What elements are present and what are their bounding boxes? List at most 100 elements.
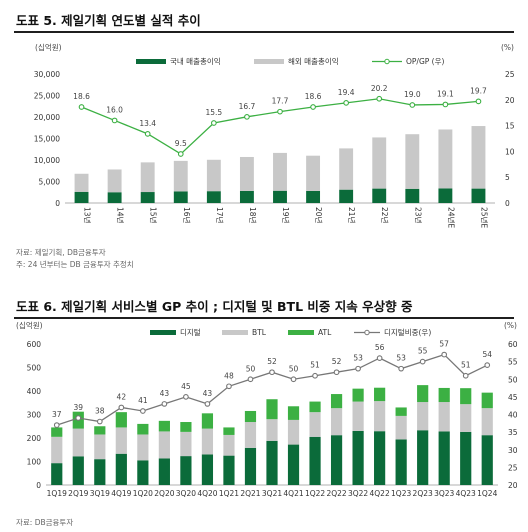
chart1-line-point (144, 131, 151, 137)
chart2-line-point (269, 369, 275, 376)
chart2-bar-1 (460, 431, 472, 485)
chart2-bar-1 (438, 431, 450, 485)
chart2-xtick-label: 1Q24 (477, 489, 497, 498)
chart1-bar-2 (206, 159, 221, 192)
chart1-legend-swatch-dot (384, 58, 390, 65)
chart1-bar-2 (405, 134, 420, 189)
chart1-legend-swatch-1 (136, 59, 166, 64)
chart1-legend-label-1: 국내 매출총이익 (170, 56, 221, 66)
chart2-ytick-label: 300 (27, 411, 42, 420)
chart2-bar-3 (287, 406, 300, 420)
chart2-xtick-label: 3Q23 (434, 489, 454, 498)
chart1-bar-2 (107, 169, 122, 193)
chart2-xtick-label: 4Q19 (111, 489, 131, 498)
chart2-line-point (247, 376, 254, 383)
chart2-bar-3 (244, 410, 257, 423)
chart1-line-label: 19.4 (338, 88, 355, 97)
chart1-line-point (111, 117, 118, 124)
chart2-line-point (462, 372, 469, 379)
chart2-xtick-label: 3Q22 (348, 489, 368, 498)
chart2-legend-label-1: 디지털 (180, 328, 201, 337)
chart2-line-label: 37 (52, 410, 62, 419)
chart2-line-label: 42 (117, 392, 127, 401)
chart2-line-point (419, 358, 426, 365)
chart2-line-point (75, 415, 82, 421)
chart1-y2tick-label: 25 (505, 70, 515, 79)
chart2-xtick-label: 2Q22 (326, 489, 346, 498)
chart1-bar-1 (438, 188, 453, 203)
chart1-xtick-label: 17년 (215, 207, 225, 224)
chart1-line-point (210, 120, 217, 126)
chart2-bar-3 (481, 392, 493, 409)
chart2-y2tick-label: 55 (508, 358, 518, 367)
chart2-bar-3 (309, 401, 321, 413)
chart2-bar-2 (287, 419, 300, 445)
chart2-bar-3 (395, 407, 407, 416)
chart2-line-label: 38 (95, 407, 105, 416)
chart2-bar-2 (201, 428, 214, 455)
chart1-bar-1 (239, 190, 254, 203)
chart2-xtick-label: 4Q21 (283, 489, 303, 498)
chart1-legend-swatch-2 (254, 59, 284, 64)
chart2-bar-2 (438, 402, 450, 432)
chart2-bar-3 (137, 423, 149, 435)
chart2-bar-1 (309, 436, 321, 485)
chart2-line-point (53, 422, 60, 428)
chart2-legend-swatch-1 (150, 330, 176, 335)
chart1-line-point (343, 100, 350, 106)
chart1-legend-label-3: OP/GP (우) (406, 57, 444, 66)
chart1-line-label: 20.2 (371, 84, 388, 93)
chart2-bar-2 (352, 401, 364, 431)
chart2-bar-1 (51, 463, 63, 485)
chart2-line-point (226, 383, 232, 390)
chart2-line-point (161, 401, 168, 407)
chart2-bar-2 (72, 428, 84, 457)
chart2-xtick-label: 1Q19 (47, 489, 67, 498)
chart1-y2tick-label: 5 (505, 173, 510, 182)
chart2-bar-2 (395, 415, 407, 440)
chart2-bar-3 (266, 399, 278, 420)
chart1-xtick-label: 13년 (83, 207, 93, 224)
chart2-xtick-label: 1Q23 (391, 489, 411, 498)
chart2-xtick-label: 4Q22 (370, 489, 390, 498)
chart1-xtick-label: 20년 (314, 207, 324, 224)
chart2-xtick-label: 2Q21 (240, 489, 260, 498)
chart2-bar-1 (374, 431, 386, 485)
chart2-line-label: 56 (375, 343, 385, 352)
chart1-y2tick-label: 20 (505, 96, 515, 105)
chart2-bar-1 (223, 455, 235, 485)
chart1-line-point (475, 98, 482, 105)
chart2-line-point (484, 362, 491, 369)
chart2-legend-label-3: ATL (318, 328, 332, 337)
chart2-bar-1 (481, 435, 493, 485)
chart2-line-label: 52 (332, 357, 342, 366)
chart2-line-label: 43 (160, 389, 170, 398)
chart1-ytick-label: 0 (55, 199, 60, 208)
chart1-line-label: 16.7 (239, 102, 256, 111)
chart1-line-label: 9.5 (175, 139, 187, 148)
chart2-bar-3 (460, 388, 472, 405)
chart1-legend-label-2: 해외 매출총이익 (288, 56, 339, 66)
chart2-bar-3 (115, 412, 127, 428)
chart2-bar-3 (330, 394, 343, 409)
chart2-line-label: 51 (310, 361, 320, 370)
chart2-bar-1 (115, 453, 127, 485)
chart2-title: 도표 6. 제일기획 서비스별 GP 추이 ; 디지털 및 BTL 비중 지속 … (16, 299, 413, 314)
chart2-bar-1 (137, 460, 149, 485)
chart2-legend-label-4: 디지털비중(우) (384, 328, 431, 337)
chart1-estimate-note: 주: 24 년부터는 DB 금융투자 추정치 (16, 260, 134, 269)
chart2-bar-2 (180, 431, 192, 457)
chart2-line-point (290, 376, 297, 383)
chart2-bar-2 (244, 422, 257, 448)
chart1-source-note: 자료: 제일기획, DB금융투자 (16, 248, 106, 257)
chart1-y2tick-label: 0 (505, 199, 510, 208)
chart2-xtick-label: 1Q20 (133, 489, 153, 498)
chart2-bar-3 (51, 427, 63, 437)
chart1-bar-1 (206, 191, 221, 203)
chart1-ytick-label: 30,000 (34, 70, 60, 79)
chart2-legend-label-2: BTL (252, 328, 267, 337)
chart2-xtick-label: 3Q20 (176, 489, 196, 498)
chart2-bar-1 (330, 435, 343, 485)
chart2-line-point (140, 408, 146, 414)
chart2-bar-2 (94, 434, 106, 460)
